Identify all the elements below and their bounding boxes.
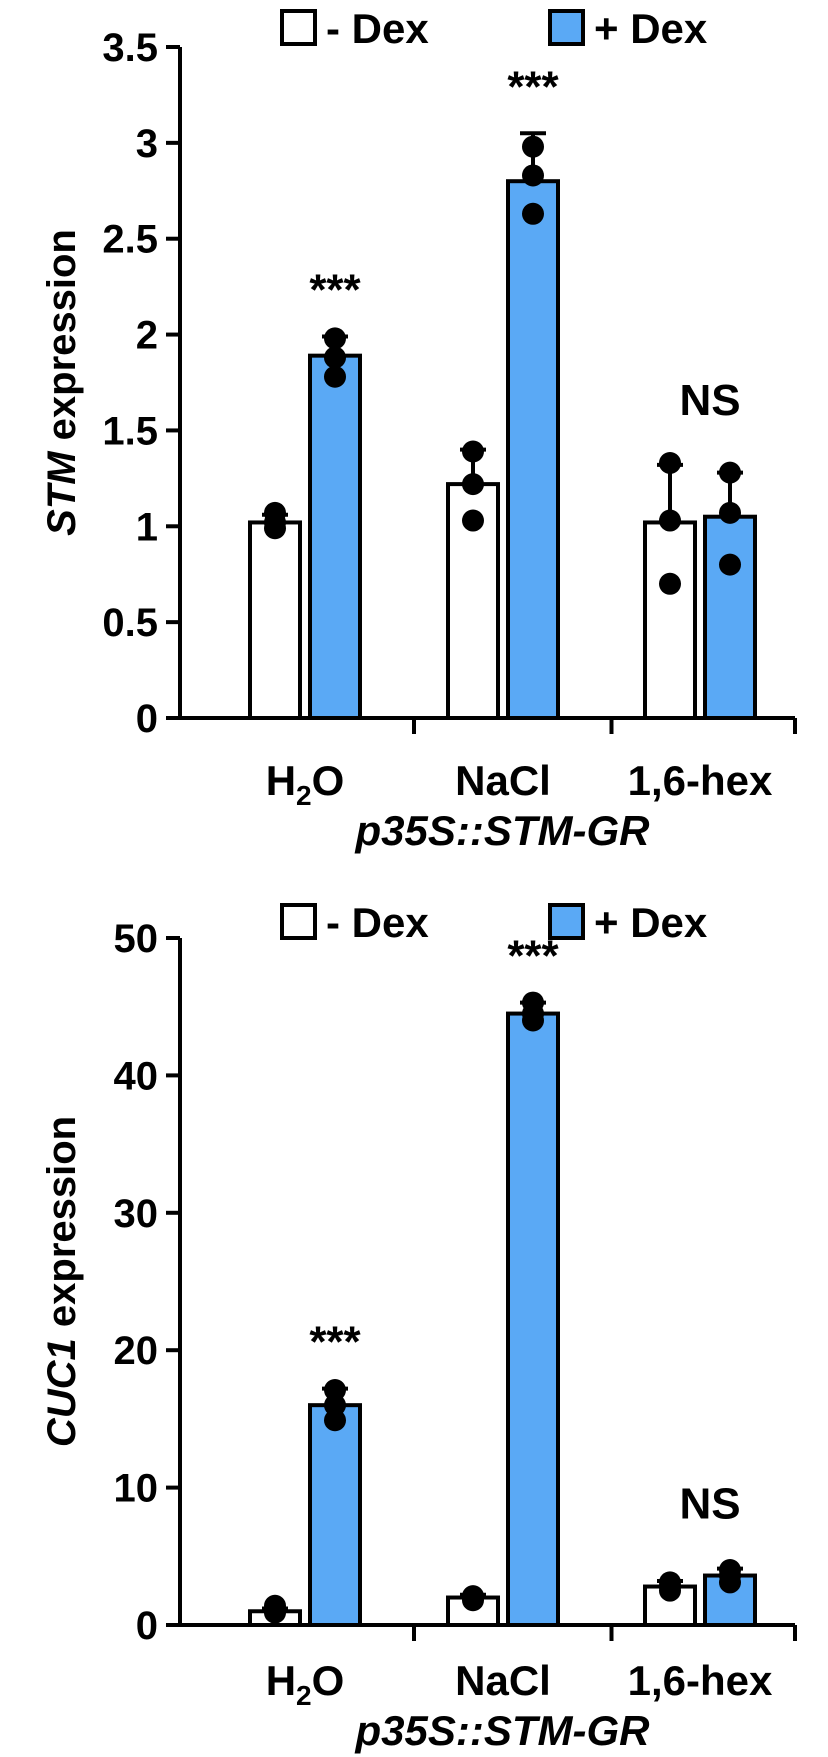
- bar-minus-dex: [248, 520, 302, 720]
- data-point: [264, 1594, 286, 1617]
- bar-minus-dex: [643, 520, 697, 720]
- data-point: [324, 1409, 346, 1432]
- significance-label: NS: [679, 1480, 740, 1529]
- bar-plus-dex: [703, 514, 757, 721]
- legend-swatch-minus-dex: [280, 9, 317, 46]
- x-tick-label: H2O: [266, 1657, 345, 1711]
- y-tick-label: 1.5: [102, 409, 158, 453]
- y-tick-label: 20: [114, 1329, 159, 1373]
- data-point: [659, 452, 681, 475]
- y-tick-label: 3: [136, 122, 158, 166]
- legend-label: - Dex: [326, 899, 429, 946]
- y-axis-title: STM expression: [40, 229, 84, 536]
- y-tick-label: 30: [114, 1192, 159, 1236]
- x-tick-label: NaCl: [455, 1657, 551, 1704]
- y-tick-label: 0.5: [102, 601, 158, 645]
- bar-plus-dex: [308, 353, 362, 720]
- bar-plus-dex: [308, 1403, 362, 1628]
- y-tick-label: 2: [136, 314, 158, 358]
- significance-label: ***: [507, 932, 559, 981]
- y-tick-label: 50: [114, 917, 159, 961]
- data-point: [462, 509, 484, 532]
- data-point: [719, 501, 741, 524]
- data-point: [462, 1585, 484, 1608]
- data-point: [522, 135, 544, 158]
- data-point: [264, 501, 286, 524]
- y-tick-label: 3.5: [102, 26, 158, 70]
- x-tick-label: 1,6-hex: [628, 1657, 773, 1704]
- significance-label: NS: [679, 376, 740, 425]
- data-point: [659, 1571, 681, 1594]
- data-point: [324, 346, 346, 369]
- data-point: [462, 473, 484, 496]
- significance-label: ***: [507, 62, 559, 111]
- significance-label: ***: [309, 265, 361, 314]
- chart-panel-2: - Dex + Dex 0 10 20 30 40 50 H2O NaCl 1,6-hexp35S:…: [40, 899, 797, 1754]
- x-axis-title: p35S::STM-GR: [355, 1707, 651, 1754]
- y-tick-label: 1: [136, 505, 158, 549]
- data-point: [324, 327, 346, 350]
- y-tick-label: 0: [136, 697, 158, 741]
- data-point: [522, 202, 544, 225]
- data-point: [324, 365, 346, 388]
- bar-plus-dex: [506, 179, 560, 720]
- y-tick-label: 40: [114, 1054, 159, 1098]
- chart-panel-1: - Dex + Dex 0 0.5 1 1.5 2 2.5 3 3.5 H2O NaCl 1,6-hex…: [40, 5, 797, 854]
- significance-label: ***: [309, 1318, 361, 1367]
- y-axis-title: CUC1 expression: [40, 1116, 84, 1447]
- data-point: [462, 440, 484, 463]
- legend-swatch-minus-dex: [280, 903, 317, 940]
- data-point: [324, 1379, 346, 1402]
- data-point: [522, 164, 544, 187]
- data-point: [719, 1559, 741, 1582]
- data-point: [719, 553, 741, 576]
- x-tick-label: 1,6-hex: [628, 757, 773, 804]
- data-point: [719, 461, 741, 484]
- legend-swatch-plus-dex: [548, 903, 585, 940]
- y-tick-label: 2.5: [102, 218, 158, 262]
- data-point: [659, 509, 681, 532]
- x-tick-label: H2O: [266, 757, 345, 811]
- legend-label: + Dex: [594, 899, 708, 946]
- x-axis-title: p35S::STM-GR: [355, 807, 651, 854]
- data-point: [522, 991, 544, 1014]
- legend-label: - Dex: [326, 5, 429, 52]
- y-tick-label: 0: [136, 1604, 158, 1648]
- bar-plus-dex: [506, 1011, 560, 1627]
- y-tick-label: 10: [114, 1467, 159, 1511]
- data-point: [324, 1394, 346, 1417]
- legend-label: + Dex: [594, 5, 708, 52]
- x-tick-label: NaCl: [455, 757, 551, 804]
- legend-swatch-plus-dex: [548, 9, 585, 46]
- data-point: [659, 572, 681, 595]
